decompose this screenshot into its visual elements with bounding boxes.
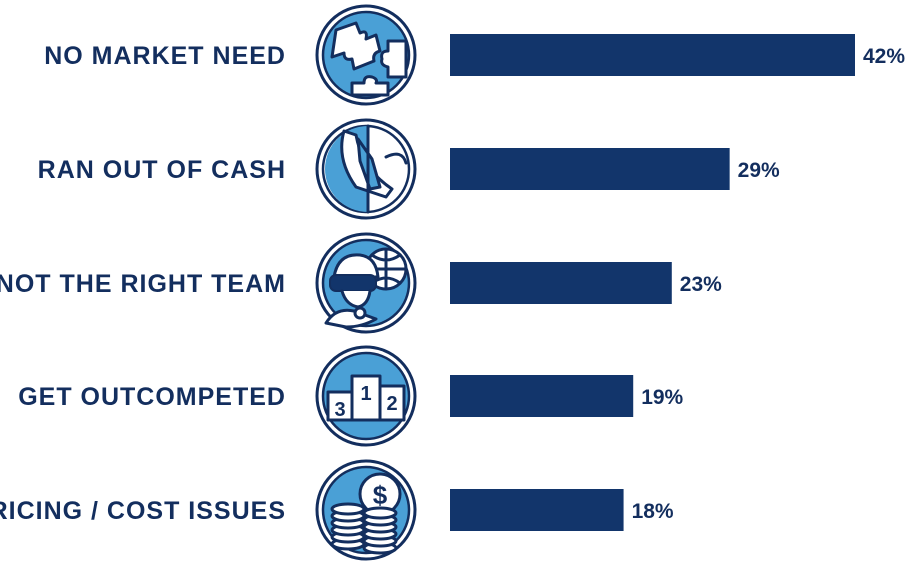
podium-number: 1 (360, 383, 371, 405)
podium-number: 2 (386, 393, 397, 415)
data-label: 29% (738, 159, 780, 182)
category-label: NO MARKET NEED (44, 42, 286, 70)
category-label: RAN OUT OF CASH (38, 156, 286, 184)
coins-icon: $ (315, 459, 417, 561)
category-label: GET OUTCOMPETED (18, 383, 286, 411)
podium-number: 3 (334, 399, 345, 421)
bar (450, 34, 855, 76)
bar (450, 375, 634, 417)
bar (450, 262, 672, 304)
puzzle-icon (315, 4, 417, 106)
data-label: 42% (863, 45, 905, 68)
vr-headset-globe-icon (315, 232, 417, 334)
data-label: 18% (632, 500, 674, 523)
bar (450, 489, 624, 531)
data-label: 19% (641, 386, 683, 409)
suit-tie-icon (315, 118, 417, 220)
podium-icon: 31 2 (315, 345, 417, 447)
bar (450, 148, 730, 190)
data-label: 23% (680, 273, 722, 296)
category-label: PRICING / COST ISSUES (0, 497, 286, 525)
dollar-sign: $ (373, 480, 388, 510)
category-label: NOT THE RIGHT TEAM (0, 270, 286, 298)
